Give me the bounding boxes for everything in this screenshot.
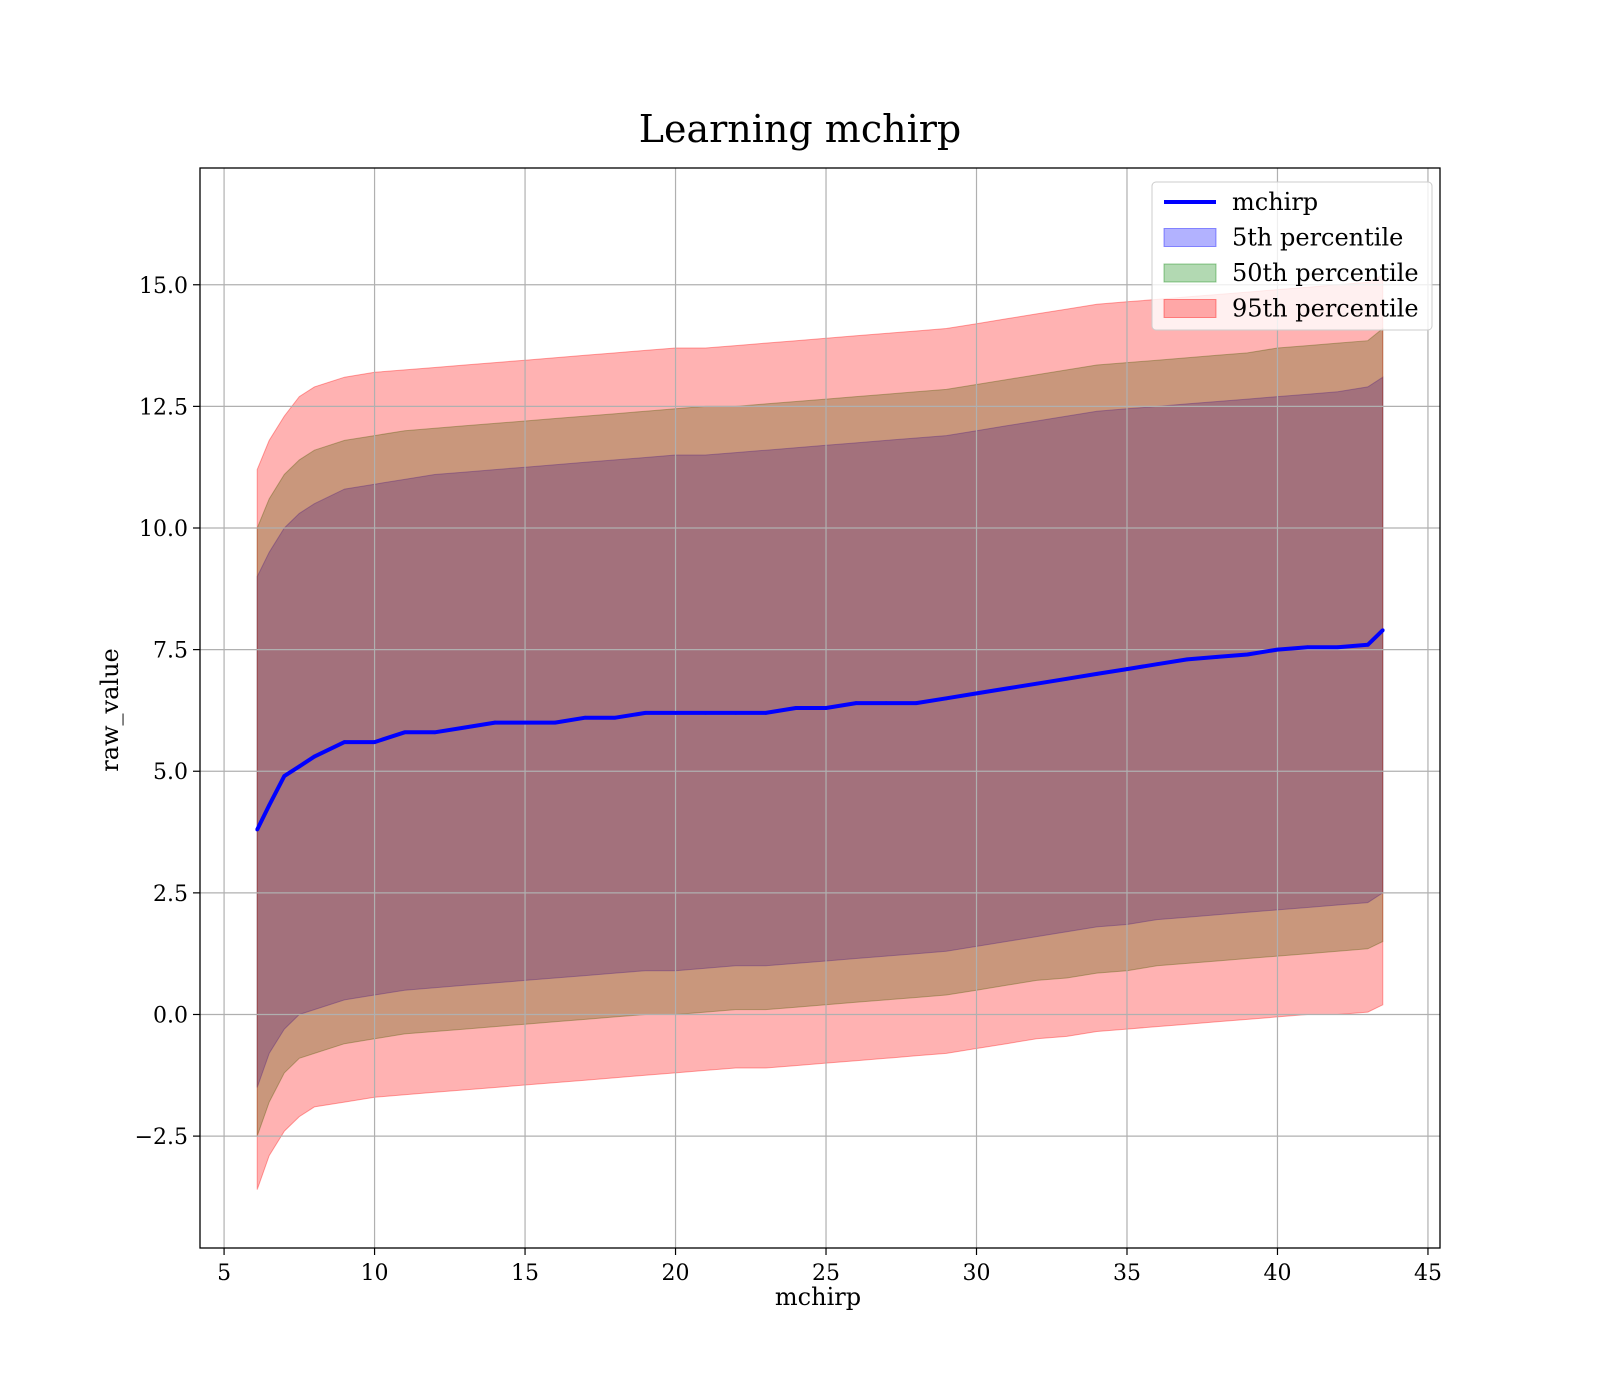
y-axis-label: raw_value (96, 648, 124, 772)
legend-band-swatch (1163, 299, 1217, 318)
line-point (1095, 672, 1099, 676)
line-point (493, 720, 497, 725)
line-point (1305, 645, 1310, 649)
line-point (402, 730, 407, 735)
x-tick-label: 30 (963, 1261, 991, 1286)
x-axis-label: mchirp (775, 1283, 861, 1311)
legend-label: mchirp (1232, 188, 1318, 216)
y-tick-label: 5.0 (153, 760, 188, 785)
line-point (944, 696, 949, 701)
legend: mchirp 5th percentile 50th percentile 95th … (1151, 181, 1433, 331)
line-point (523, 720, 527, 725)
line-point (282, 774, 287, 778)
line-point (267, 803, 272, 808)
legend-label: 95th percentile (1232, 295, 1419, 323)
line-point (1366, 643, 1370, 647)
line-point (1335, 645, 1340, 649)
line-point (974, 691, 979, 696)
line-point (297, 764, 302, 769)
line-point (733, 711, 738, 715)
chart-title: Learning mchirp (639, 107, 961, 151)
y-tick-label: 2.5 (153, 882, 188, 907)
y-tick-label: 15.0 (139, 274, 188, 299)
line-point (703, 711, 708, 715)
line-point (372, 740, 377, 744)
y-tick-label: 0.0 (153, 1003, 188, 1028)
legend-band-swatch (1163, 228, 1217, 247)
line-point (673, 711, 678, 715)
line-point (1125, 667, 1129, 671)
legend-box (1151, 181, 1433, 331)
legend-label: 5th percentile (1232, 224, 1403, 252)
x-tick-label: 20 (662, 1261, 690, 1286)
x-tick-label: 10 (361, 1261, 389, 1286)
x-tick-label: 40 (1263, 1261, 1291, 1286)
x-tick-label: 5 (217, 1261, 231, 1286)
line-point (1381, 628, 1385, 632)
line-point (914, 701, 919, 705)
x-tick-label: 15 (511, 1261, 539, 1286)
line-point (342, 740, 347, 744)
line-point (1185, 657, 1189, 662)
plot-area: 5 10 15 20 25 30 35 40 45 −2.5 0.0 2.5 5.0 7.5 10.0 12.… (135, 167, 1442, 1286)
line-point (255, 827, 259, 832)
line-point (794, 706, 798, 710)
line-point (583, 715, 587, 720)
y-tick-label: 12.5 (139, 395, 188, 420)
line-point (553, 720, 557, 725)
y-tick-label: −2.5 (135, 1125, 188, 1150)
line-point (1004, 686, 1009, 691)
line-point (433, 730, 437, 735)
legend-label: 50th percentile (1232, 259, 1419, 287)
line-point (1245, 652, 1250, 657)
line-point (1034, 681, 1039, 686)
line-point (764, 711, 768, 715)
band-3 (256, 274, 1384, 1190)
legend-band-swatch (1163, 263, 1217, 283)
line-point (312, 754, 317, 759)
x-tick-label: 25 (812, 1261, 840, 1286)
line-point (1065, 677, 1069, 681)
line-point (1215, 655, 1220, 659)
line-point (1275, 647, 1280, 652)
line-point (854, 701, 858, 705)
line-point (1155, 662, 1159, 666)
line-point (884, 701, 888, 705)
x-tick-label: 35 (1113, 1261, 1141, 1286)
line-point (613, 715, 618, 720)
line-point (463, 725, 467, 730)
y-tick-label: 7.5 (153, 639, 188, 664)
line-point (824, 706, 828, 710)
line-point (643, 711, 648, 715)
y-tick-label: 10.0 (139, 517, 188, 542)
band-2 (256, 327, 1384, 1137)
x-tick-label: 45 (1414, 1261, 1442, 1286)
axes-frame (199, 167, 1441, 1249)
